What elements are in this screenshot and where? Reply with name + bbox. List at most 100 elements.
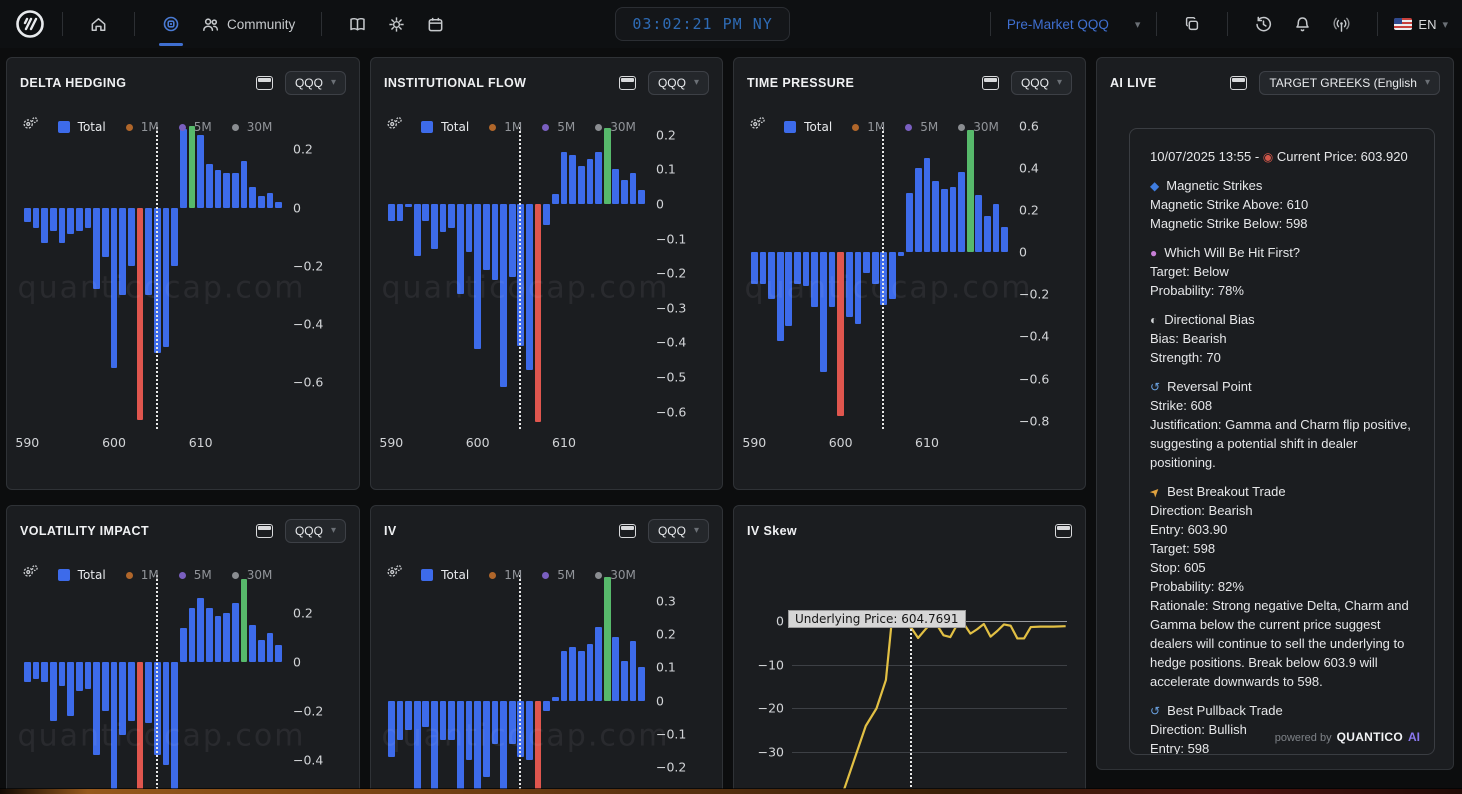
bar [275, 645, 282, 662]
bell-icon [1293, 15, 1312, 34]
symbol-dropdown[interactable]: QQQ ▾ [285, 71, 346, 95]
layout-copy-button[interactable] [1173, 9, 1211, 39]
y-tick-label: −0.4 [293, 317, 323, 332]
pullback-icon: ↺ [1150, 705, 1160, 717]
legend-30m[interactable]: 30M [232, 120, 273, 134]
panel-title: VOLATILITY IMPACT [20, 524, 149, 538]
legend-5m-label: 5M [194, 568, 212, 582]
legend-1m[interactable]: 1M [126, 568, 159, 582]
legend-30m[interactable]: 30M [232, 568, 273, 582]
notifications-button[interactable] [1283, 9, 1322, 40]
open-window-icon[interactable] [1230, 76, 1247, 90]
bar [215, 170, 222, 208]
chart-settings-gears-icon[interactable] [21, 116, 39, 136]
legend-30m-label: 30M [247, 120, 273, 134]
ai-report-dropdown[interactable]: TARGET GREEKS (English ▾ [1259, 71, 1440, 95]
chart-settings-gears-icon[interactable] [21, 564, 39, 584]
legend-5m[interactable]: 5M [542, 568, 575, 582]
home-button[interactable] [79, 9, 118, 40]
bar [604, 128, 611, 204]
ai-section-line: Target: Below [1150, 262, 1414, 281]
nav-community[interactable]: Community [191, 9, 305, 40]
open-window-icon[interactable] [1055, 524, 1072, 538]
chart-settings-gears-icon[interactable] [385, 564, 403, 584]
bar [872, 252, 879, 284]
symbol-dropdown[interactable]: QQQ ▾ [648, 71, 709, 95]
open-window-icon[interactable] [619, 76, 636, 90]
open-window-icon[interactable] [619, 524, 636, 538]
legend-1m[interactable]: 1M [852, 120, 885, 134]
legend-total-label: Total [441, 568, 469, 582]
y-tick-label: 0.2 [656, 127, 676, 142]
app-logo-icon[interactable] [14, 8, 46, 40]
legend-total[interactable]: Total [421, 120, 469, 134]
bar [578, 651, 585, 701]
legend-total[interactable]: Total [421, 568, 469, 582]
legend-1m-swatch [489, 572, 496, 579]
legend-1m[interactable]: 1M [489, 120, 522, 134]
antenna-broadcast-icon [1332, 15, 1351, 34]
legend-30m[interactable]: 30M [595, 120, 636, 134]
bar [241, 579, 248, 662]
open-window-icon[interactable] [256, 524, 273, 538]
bar [569, 155, 576, 203]
legend-5m[interactable]: 5M [542, 120, 575, 134]
legend-1m[interactable]: 1M [126, 120, 159, 134]
legend-30m-swatch [958, 124, 965, 131]
legend-total-swatch [58, 121, 70, 133]
chevron-down-icon: ▾ [1425, 77, 1430, 88]
bar [197, 135, 204, 208]
chart-legend: Total 1M 5M 30M [411, 118, 646, 136]
bar [483, 701, 490, 778]
symbol-dropdown[interactable]: QQQ ▾ [285, 519, 346, 543]
language-selector[interactable]: EN ▾ [1394, 17, 1448, 32]
bar [924, 158, 931, 253]
ai-section-line: Magnetic Strike Above: 610 [1150, 195, 1414, 214]
bar [85, 208, 92, 228]
legend-5m[interactable]: 5M [905, 120, 938, 134]
chart-settings-gears-icon[interactable] [385, 116, 403, 136]
legend-30m-swatch [232, 572, 239, 579]
bar [59, 208, 66, 243]
legend-total[interactable]: Total [784, 120, 832, 134]
bar [621, 661, 628, 701]
ai-section-line: Strike: 608 [1150, 396, 1414, 415]
legend-total[interactable]: Total [58, 568, 106, 582]
bar [431, 204, 438, 249]
bar [612, 169, 619, 204]
legend-5m-swatch [179, 124, 186, 131]
panel-delta-hedging: DELTA HEDGING QQQ ▾ Total1M5M30Mquantico… [6, 57, 360, 490]
broadcast-button[interactable] [1322, 9, 1361, 40]
legend-5m[interactable]: 5M [179, 568, 212, 582]
y-tick-label: 0.3 [656, 593, 676, 608]
bar [526, 204, 533, 370]
x-tick-label: 610 [915, 435, 939, 450]
legend-5m[interactable]: 5M [179, 120, 212, 134]
bar [474, 701, 481, 794]
legend-30m-swatch [595, 572, 602, 579]
symbol-dropdown[interactable]: QQQ ▾ [648, 519, 709, 543]
legend-1m[interactable]: 1M [489, 568, 522, 582]
bar [397, 701, 404, 741]
x-tick-label: 610 [552, 435, 576, 450]
calendar-button[interactable] [416, 9, 455, 40]
symbol-dropdown[interactable]: QQQ ▾ [1011, 71, 1072, 95]
y-tick-label: −20 [758, 701, 784, 716]
settings-button[interactable] [377, 9, 416, 40]
history-button[interactable] [1244, 9, 1283, 40]
nav-target-tab[interactable] [151, 8, 191, 40]
open-window-icon[interactable] [256, 76, 273, 90]
legend-1m-label: 1M [141, 120, 159, 134]
open-window-icon[interactable] [982, 76, 999, 90]
bar [388, 701, 395, 758]
market-session-selector[interactable]: Pre-Market QQQ ▾ [1007, 17, 1141, 32]
language-label: EN [1418, 17, 1436, 32]
docs-button[interactable] [338, 9, 377, 40]
legend-total[interactable]: Total [58, 120, 106, 134]
legend-30m[interactable]: 30M [958, 120, 999, 134]
legend-30m[interactable]: 30M [595, 568, 636, 582]
ai-section-title: ➤Best Breakout Trade [1150, 482, 1414, 501]
x-tick-label: 600 [102, 435, 126, 450]
chart-settings-gears-icon[interactable] [748, 116, 766, 136]
bar [128, 208, 135, 266]
